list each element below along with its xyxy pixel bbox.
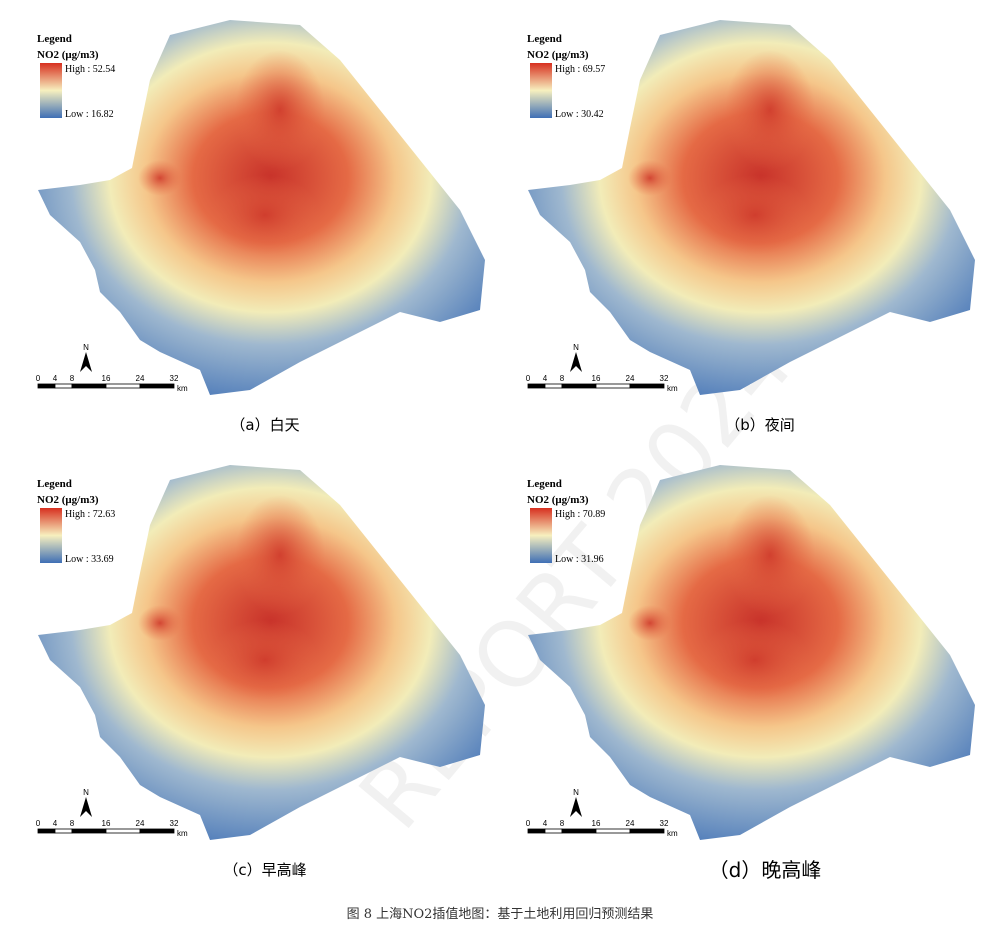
- north-arrow: [80, 797, 92, 817]
- scale-bar: [71, 383, 107, 389]
- scale-label: 32: [660, 819, 669, 828]
- legend-low: Low : 16.82: [65, 109, 114, 120]
- scale-label: 32: [170, 374, 179, 383]
- north-arrow: [80, 352, 92, 372]
- hotspot: [700, 620, 810, 700]
- legend-title: Legend: [37, 478, 72, 490]
- scale-label: 4: [53, 819, 58, 828]
- scale-bar: [527, 383, 546, 389]
- scale-unit: km: [667, 829, 678, 838]
- scale-bar: [561, 828, 597, 834]
- north-arrow: [570, 352, 582, 372]
- legend-unit: NO2 (μg/m3): [37, 49, 99, 61]
- panel-caption: （a）白天: [230, 416, 299, 434]
- scale-bar: [544, 383, 563, 389]
- scale-label: 0: [36, 819, 41, 828]
- scale-bar: [54, 828, 73, 834]
- scale-bar: [629, 828, 665, 834]
- legend-high: High : 52.54: [65, 64, 115, 75]
- scale-label: 16: [102, 819, 111, 828]
- scale-label: 8: [70, 819, 75, 828]
- scale-bar: [139, 828, 175, 834]
- hotspot: [235, 50, 325, 170]
- scale-label: 0: [526, 819, 531, 828]
- scale-label: 16: [592, 819, 601, 828]
- legend-title: Legend: [37, 33, 72, 45]
- scale-bar: [139, 383, 175, 389]
- legend-unit: NO2 (μg/m3): [37, 494, 99, 506]
- north-label: N: [83, 343, 89, 352]
- scale-bar: [71, 828, 107, 834]
- scale-unit: km: [177, 384, 188, 393]
- legend-low: Low : 30.42: [555, 109, 604, 120]
- scale-bar: [527, 828, 546, 834]
- legend-title: Legend: [527, 478, 562, 490]
- scale-bar: [595, 383, 631, 389]
- north-label: N: [573, 343, 579, 352]
- scale-bar: [629, 383, 665, 389]
- legend-high: High : 72.63: [65, 509, 115, 520]
- north-arrow: [570, 797, 582, 817]
- legend-ramp: [40, 63, 62, 118]
- legend-high: High : 70.89: [555, 509, 605, 520]
- north-label: N: [83, 788, 89, 797]
- hotspot: [725, 50, 815, 170]
- legend-ramp: [40, 508, 62, 563]
- figure-caption: 图 8 上海NO2插值地图：基于土地利用回归预测结果: [347, 906, 654, 922]
- scale-label: 24: [136, 374, 145, 383]
- legend-ramp: [530, 63, 552, 118]
- scale-label: 24: [136, 819, 145, 828]
- scale-label: 8: [560, 819, 565, 828]
- hotspot: [235, 495, 325, 615]
- scale-label: 32: [660, 374, 669, 383]
- scale-label: 4: [543, 374, 548, 383]
- legend-unit: NO2 (μg/m3): [527, 49, 589, 61]
- scale-bar: [105, 383, 141, 389]
- legend-low: Low : 33.69: [65, 554, 114, 565]
- scale-label: 4: [543, 819, 548, 828]
- map-panel: Legend NO2 (μg/m3) High : 72.63 Low : 33.69…: [36, 465, 485, 840]
- map-panel: Legend NO2 (μg/m3) High : 69.57 Low : 30.42…: [526, 20, 975, 395]
- hotspot: [628, 605, 672, 641]
- legend-unit: NO2 (μg/m3): [527, 494, 589, 506]
- scale-unit: km: [667, 384, 678, 393]
- panel-caption: （d）晚高峰: [709, 858, 822, 882]
- scale-label: 8: [70, 374, 75, 383]
- scale-label: 16: [592, 374, 601, 383]
- panel-caption: （b）夜间: [725, 416, 795, 434]
- scale-bar: [544, 828, 563, 834]
- scale-bar: [37, 828, 56, 834]
- scale-label: 0: [526, 374, 531, 383]
- map-panel: Legend NO2 (μg/m3) High : 70.89 Low : 31.96…: [526, 465, 975, 840]
- north-label: N: [573, 788, 579, 797]
- legend-title: Legend: [527, 33, 562, 45]
- hotspot: [138, 605, 182, 641]
- map-panel: Legend NO2 (μg/m3) High : 52.54 Low : 16.82…: [36, 20, 485, 395]
- hotspot: [700, 175, 810, 255]
- hotspot: [210, 175, 320, 255]
- scale-label: 24: [626, 819, 635, 828]
- scale-bar: [105, 828, 141, 834]
- legend-high: High : 69.57: [555, 64, 605, 75]
- scale-unit: km: [177, 829, 188, 838]
- legend-low: Low : 31.96: [555, 554, 604, 565]
- scale-bar: [54, 383, 73, 389]
- scale-label: 16: [102, 374, 111, 383]
- hotspot: [725, 495, 815, 615]
- scale-label: 4: [53, 374, 58, 383]
- scale-bar: [561, 383, 597, 389]
- hotspot: [210, 620, 320, 700]
- panel-caption: （c）早高峰: [223, 861, 306, 879]
- legend-ramp: [530, 508, 552, 563]
- hotspot: [138, 160, 182, 196]
- scale-label: 0: [36, 374, 41, 383]
- scale-bar: [37, 383, 56, 389]
- scale-bar: [595, 828, 631, 834]
- scale-label: 8: [560, 374, 565, 383]
- scale-label: 24: [626, 374, 635, 383]
- hotspot: [628, 160, 672, 196]
- scale-label: 32: [170, 819, 179, 828]
